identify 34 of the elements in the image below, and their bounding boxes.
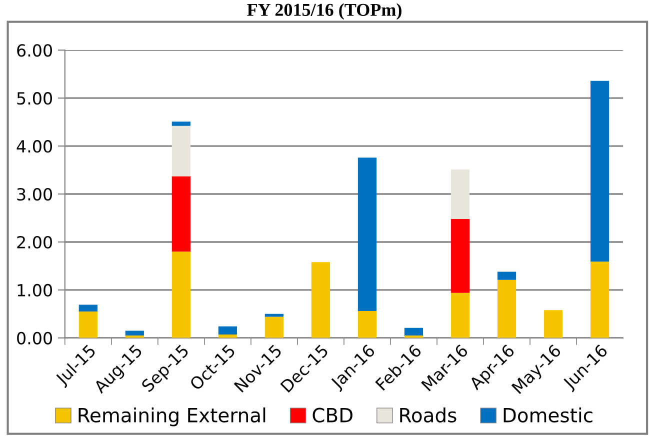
bar — [358, 311, 377, 338]
y-tick-label: 2.00 — [17, 236, 52, 249]
bar — [172, 122, 190, 126]
bar — [358, 158, 377, 312]
legend-label: Roads — [400, 407, 456, 423]
bar — [590, 262, 610, 338]
bar — [450, 218, 470, 293]
bar — [497, 280, 516, 338]
bar — [544, 310, 563, 338]
y-tick-label: 0.00 — [17, 332, 52, 344]
y-tick-label: 5.00 — [17, 92, 52, 105]
y-tick-label: 4.00 — [16, 140, 52, 153]
bar — [450, 292, 470, 338]
bar — [172, 252, 190, 338]
bar — [172, 176, 190, 252]
bar — [78, 312, 98, 338]
bar — [311, 262, 330, 338]
bar — [172, 126, 190, 176]
chart-title: FY 2015/16 (TOPm) — [247, 3, 402, 20]
legend-label: Remaining External — [78, 407, 266, 426]
bar — [590, 80, 610, 262]
bar — [264, 314, 284, 317]
bar — [218, 326, 237, 335]
bar — [404, 328, 424, 336]
bar — [450, 170, 470, 219]
bar — [78, 304, 98, 312]
y-tick-label: 6.00 — [17, 44, 52, 57]
bar — [264, 316, 284, 338]
bar — [125, 330, 144, 336]
bar — [497, 272, 516, 280]
y-tick-label: 3.00 — [17, 188, 52, 201]
legend-label: CBD — [312, 408, 352, 423]
legend-label: Domestic — [504, 407, 592, 423]
y-tick-label: 1.00 — [18, 284, 52, 297]
